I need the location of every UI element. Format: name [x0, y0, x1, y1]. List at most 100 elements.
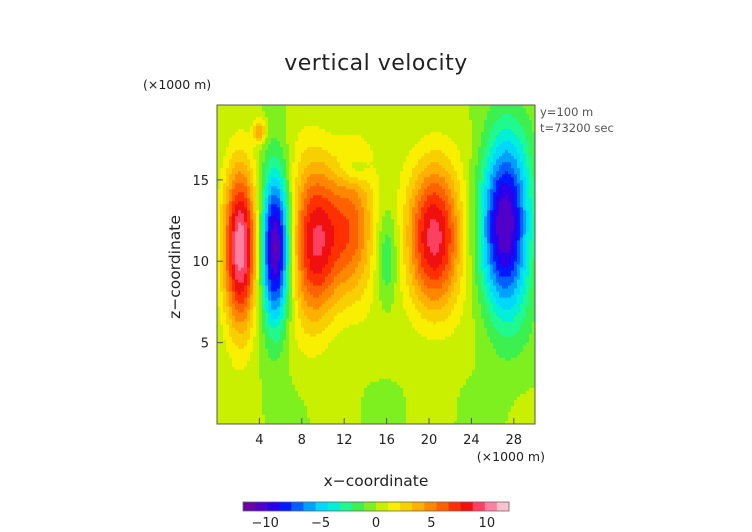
heatmap-cell [415, 207, 419, 211]
heatmap-cell [490, 108, 494, 112]
heatmap-cell [505, 189, 509, 193]
heatmap-cell [448, 162, 452, 166]
heatmap-cell [253, 108, 257, 112]
heatmap-cell [340, 159, 344, 163]
heatmap-cell [412, 225, 416, 229]
heatmap-cell [454, 216, 458, 220]
heatmap-cell [274, 183, 278, 187]
heatmap-cell [277, 237, 281, 241]
heatmap-cell [283, 156, 287, 160]
heatmap-cell [340, 156, 344, 160]
heatmap-cell [397, 129, 401, 133]
heatmap-cell [445, 234, 449, 238]
heatmap-cell [253, 156, 257, 160]
heatmap-cell [508, 126, 512, 130]
heatmap-cell [523, 225, 527, 229]
heatmap-cell [349, 216, 353, 220]
heatmap-cell [433, 111, 437, 115]
heatmap-cell [421, 141, 425, 145]
heatmap-cell [298, 105, 302, 109]
heatmap-cell [232, 201, 236, 205]
heatmap-cell [286, 144, 290, 148]
heatmap-cell [469, 237, 473, 241]
heatmap-cell [496, 171, 500, 175]
heatmap-cell [523, 144, 527, 148]
heatmap-cell [343, 138, 347, 142]
heatmap-cell [529, 177, 533, 181]
heatmap-cell [532, 216, 536, 220]
heatmap-cell [532, 198, 536, 202]
heatmap-cell [271, 114, 275, 118]
heatmap-cell [274, 213, 278, 217]
heatmap-cell [301, 144, 305, 148]
heatmap-cell [481, 213, 485, 217]
heatmap-cell [400, 204, 404, 208]
heatmap-cell [232, 108, 236, 112]
heatmap-cell [520, 153, 524, 157]
heatmap-cell [217, 222, 221, 226]
heatmap-cell [307, 111, 311, 115]
heatmap-cell [472, 123, 476, 127]
heatmap-cell [223, 138, 227, 142]
heatmap-cell [265, 210, 269, 214]
heatmap-cell [472, 237, 476, 241]
heatmap-cell [424, 108, 428, 112]
heatmap-cell [364, 195, 368, 199]
heatmap-cell [529, 186, 533, 190]
heatmap-cell [463, 183, 467, 187]
heatmap-cell [400, 219, 404, 223]
heatmap-cell [400, 168, 404, 172]
heatmap-cell [370, 141, 374, 145]
heatmap-cell [463, 192, 467, 196]
heatmap-cell [322, 192, 326, 196]
heatmap-cell [472, 147, 476, 151]
heatmap-cell [517, 195, 521, 199]
heatmap-cell [256, 180, 260, 184]
heatmap-cell [502, 117, 506, 121]
heatmap-cell [292, 108, 296, 112]
heatmap-cell [289, 105, 293, 109]
heatmap-cell [520, 111, 524, 115]
heatmap-cell [220, 222, 224, 226]
heatmap-cell [421, 168, 425, 172]
heatmap-cell [526, 174, 530, 178]
heatmap-cell [217, 231, 221, 235]
heatmap-cell [241, 153, 245, 157]
heatmap-cell [310, 108, 314, 112]
heatmap-cell [451, 210, 455, 214]
heatmap-cell [223, 234, 227, 238]
heatmap-cell [331, 189, 335, 193]
heatmap-cell [403, 159, 407, 163]
heatmap-cell [247, 168, 251, 172]
heatmap-cell [430, 213, 434, 217]
heatmap-cell [352, 234, 356, 238]
heatmap-cell [370, 231, 374, 235]
heatmap-cell [250, 219, 254, 223]
heatmap-cell [511, 150, 515, 154]
heatmap-cell [472, 108, 476, 112]
heatmap-cell [355, 141, 359, 145]
heatmap-cell [400, 165, 404, 169]
heatmap-cell [271, 162, 275, 166]
heatmap-cell [241, 246, 245, 250]
heatmap-cell [373, 108, 377, 112]
heatmap-cell [442, 225, 446, 229]
heatmap-cell [394, 162, 398, 166]
heatmap-cell [523, 210, 527, 214]
heatmap-cell [316, 150, 320, 154]
heatmap-cell [325, 150, 329, 154]
heatmap-cell [448, 105, 452, 109]
heatmap-cell [355, 168, 359, 172]
heatmap-cell [253, 243, 257, 247]
heatmap-cell [286, 234, 290, 238]
heatmap-cell [241, 168, 245, 172]
heatmap-cell [463, 141, 467, 145]
heatmap-cell [460, 147, 464, 151]
heatmap-cell [223, 219, 227, 223]
heatmap-cell [220, 216, 224, 220]
heatmap-cell [376, 240, 380, 244]
heatmap-cell [352, 132, 356, 136]
heatmap-cell [268, 192, 272, 196]
heatmap-cell [517, 114, 521, 118]
heatmap-cell [508, 210, 512, 214]
